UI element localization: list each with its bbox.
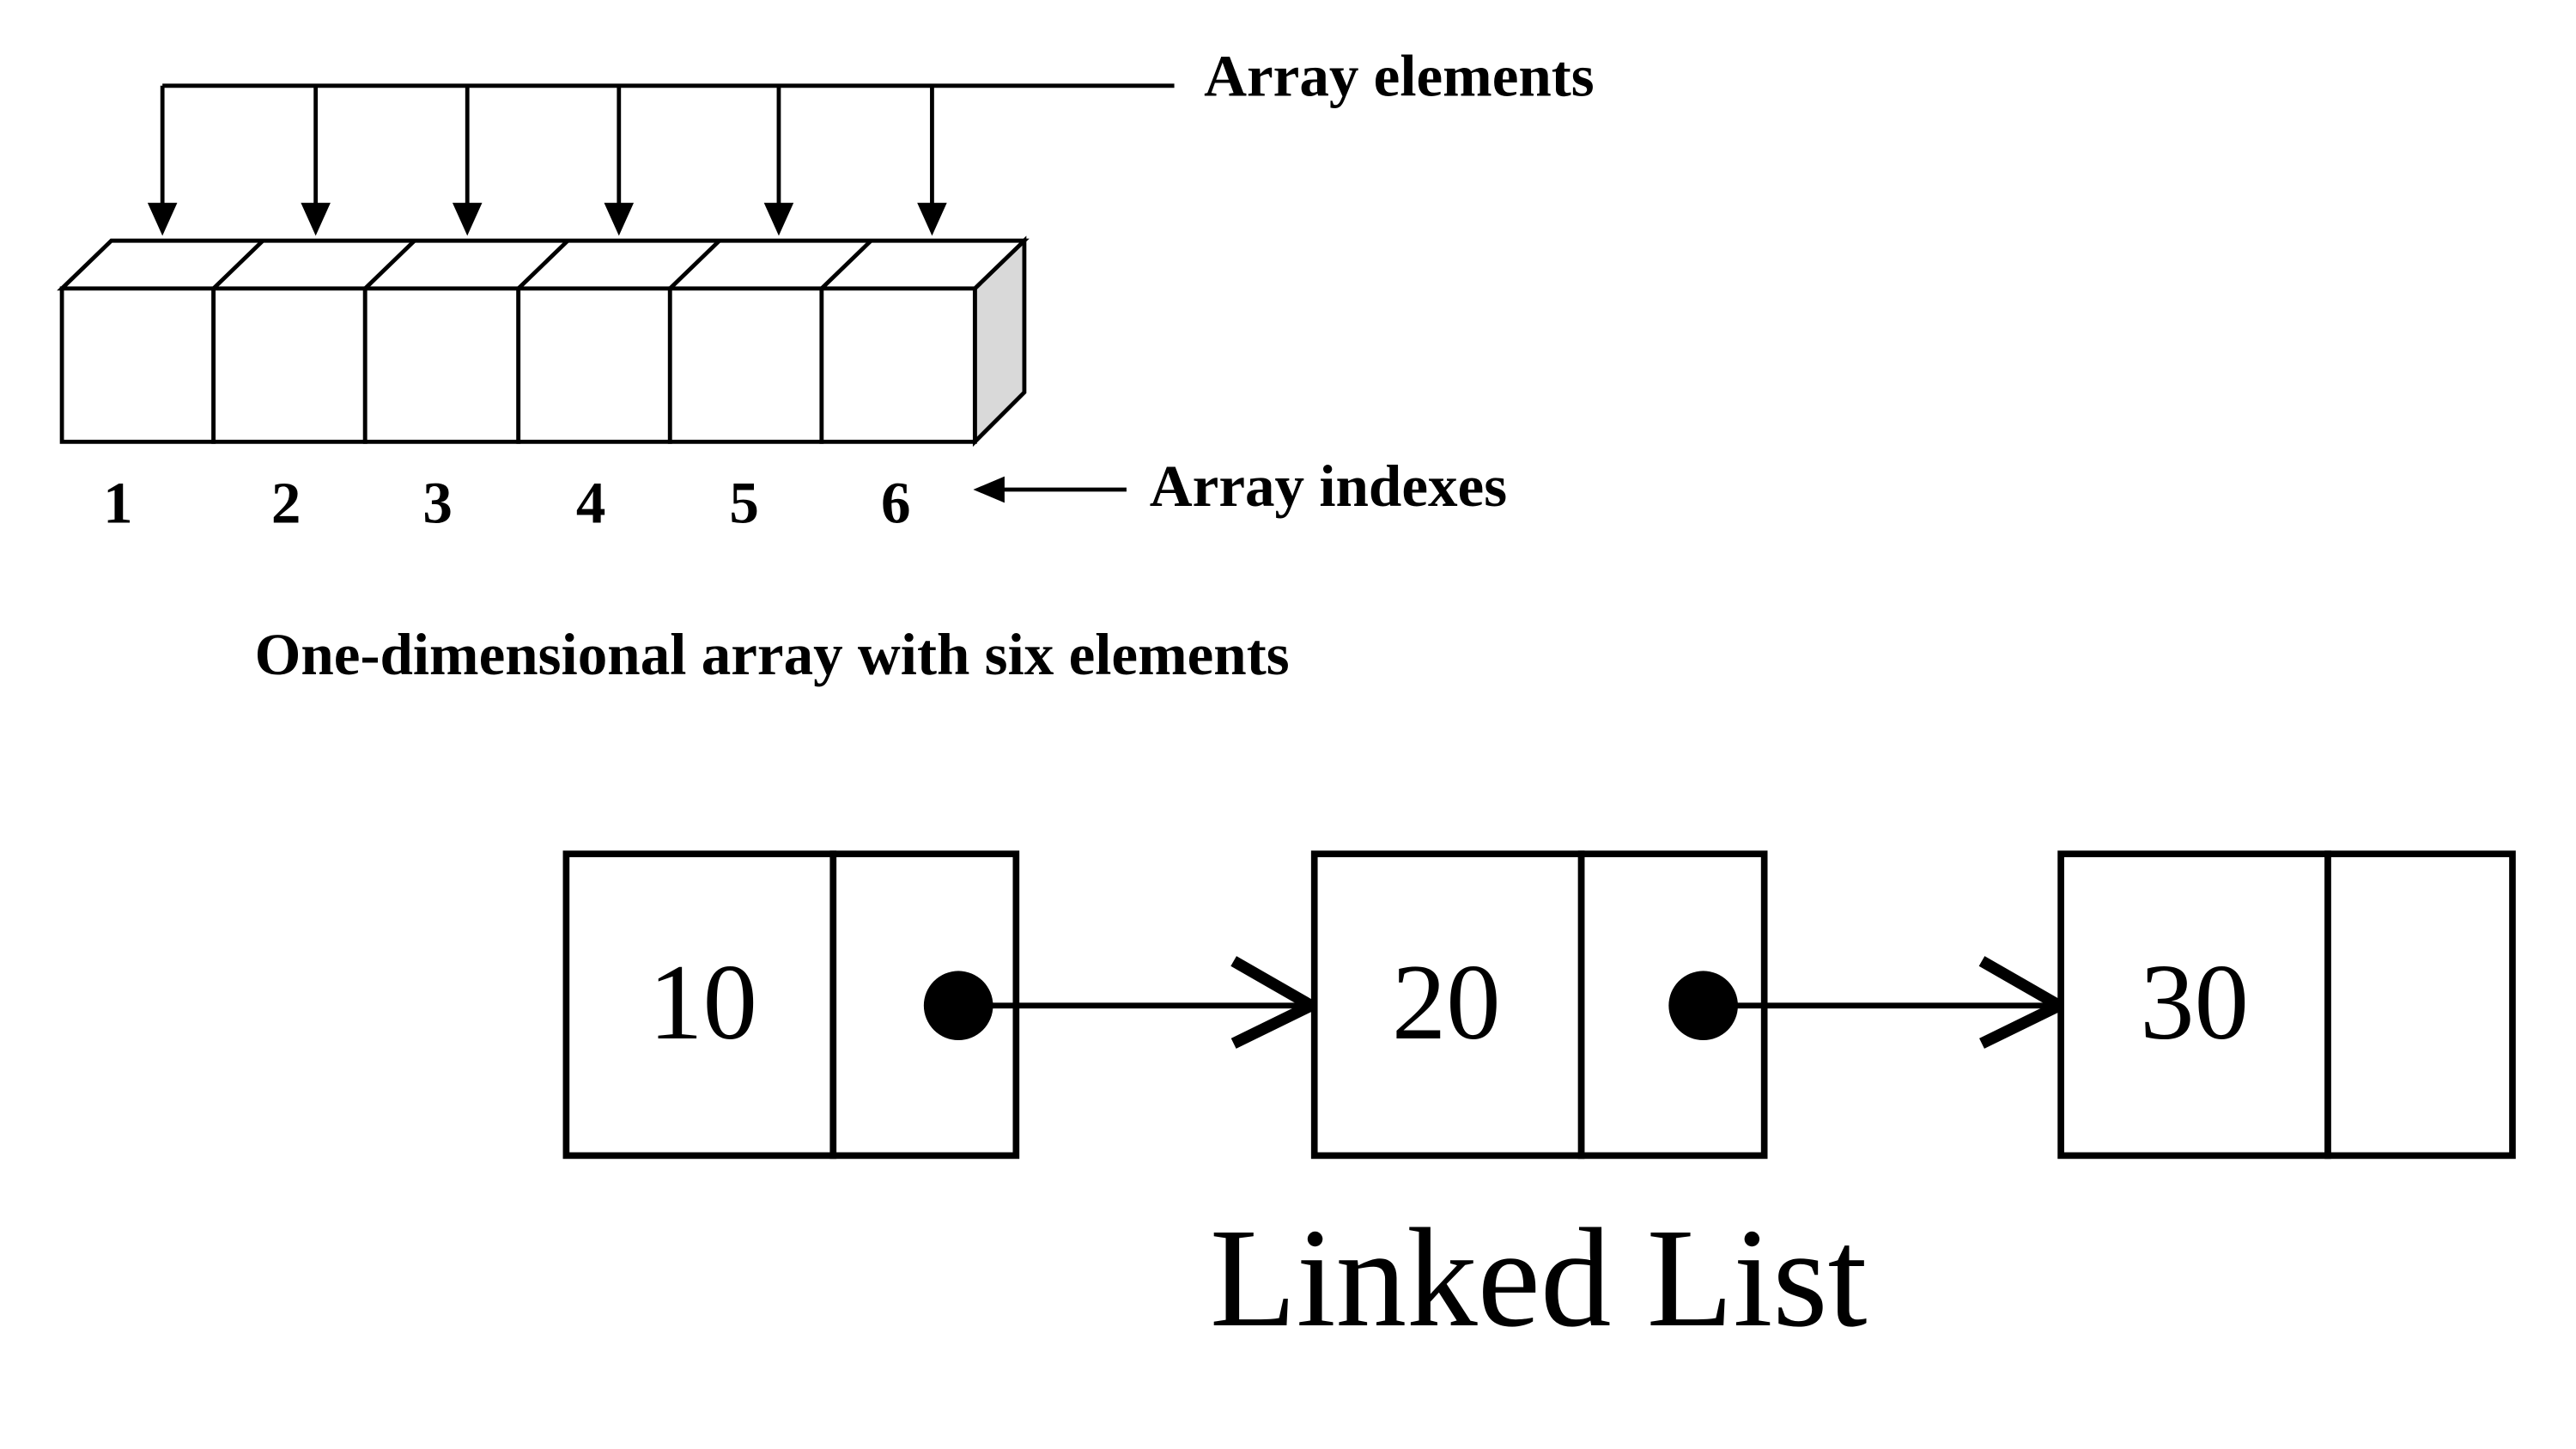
element-arrow	[452, 85, 483, 236]
element-arrow	[301, 85, 331, 236]
element-arrow	[604, 85, 635, 236]
node-value: 30	[2140, 942, 2249, 1062]
linked-list-title: Linked List	[1210, 1199, 1868, 1356]
node-data-cell	[1310, 850, 1585, 1160]
array-cell	[211, 286, 368, 444]
array-cell	[667, 286, 824, 444]
array-cell	[819, 286, 977, 444]
array-index: 1	[103, 469, 133, 535]
array-caption: One-dimensional array with six elements	[255, 621, 1290, 687]
array-index: 2	[271, 469, 301, 535]
array-diagram: Array elements 1 2 3 4 5	[57, 42, 1595, 687]
array-index: 4	[576, 469, 606, 535]
node-pointer-cell	[2324, 850, 2516, 1160]
array-block	[57, 235, 1030, 447]
node-data-cell	[2057, 850, 2331, 1160]
list-node: 20	[1310, 850, 1768, 1160]
array-cell	[362, 286, 521, 444]
node-value: 20	[1392, 942, 1501, 1062]
element-arrows	[147, 85, 947, 236]
array-index: 6	[881, 469, 911, 535]
element-arrow	[763, 85, 794, 236]
array-cell	[516, 286, 672, 444]
array-indexes-label: Array indexes	[1150, 453, 1507, 519]
list-node: 30	[2057, 850, 2516, 1160]
array-elements-label: Array elements	[1204, 42, 1595, 108]
element-arrow	[147, 85, 178, 236]
element-arrow	[917, 85, 947, 236]
linked-list: 10 20 30 Linked List	[562, 850, 2516, 1356]
array-cell	[59, 286, 216, 444]
list-node: 10	[562, 850, 1020, 1160]
indexes-arrow	[973, 476, 1127, 503]
node-value: 10	[648, 942, 757, 1062]
array-index: 3	[422, 469, 453, 535]
array-index-labels: 1 2 3 4 5 6	[103, 469, 910, 535]
array-index: 5	[729, 469, 759, 535]
